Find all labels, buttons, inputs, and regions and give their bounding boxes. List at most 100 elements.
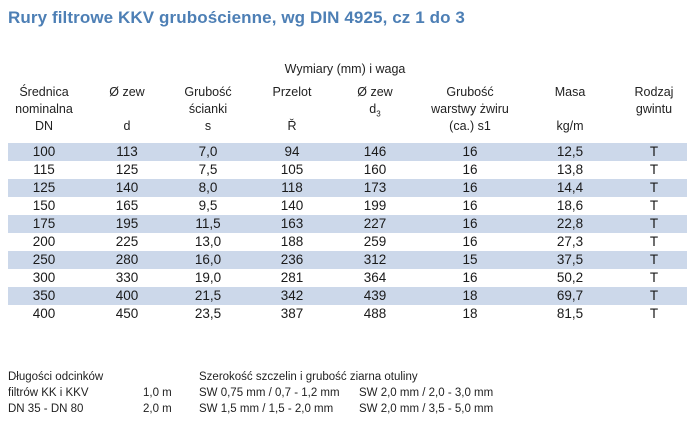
thread-cell: T xyxy=(649,144,659,159)
outer-diameter-d3-cell: 488 xyxy=(363,306,387,321)
outer-diameter-d3-cell: 227 xyxy=(363,216,387,231)
outer-diameter-cell: 330 xyxy=(115,270,139,285)
outer-diameter-cell: 280 xyxy=(115,252,139,267)
table-row: 300 330 19,0 281 364 16 50,2 T xyxy=(8,269,687,287)
slots-row1-a: SW 0,75 mm / 0,7 - 1,2 mm xyxy=(199,387,340,399)
header-line: (ca.) s1 xyxy=(449,119,491,133)
mass-cell: 27,3 xyxy=(556,234,584,249)
header-bore: Przelot Ř xyxy=(254,84,330,135)
thread-cell: T xyxy=(649,162,659,177)
table-row: 150 165 9,5 140 199 16 18,6 T xyxy=(8,197,687,215)
gravel-thickness-cell: 16 xyxy=(462,144,478,159)
thread-cell: T xyxy=(649,270,659,285)
mass-cell: 69,7 xyxy=(556,288,584,303)
header-line: nominalna xyxy=(15,102,73,116)
dn-cell: 400 xyxy=(32,306,56,321)
bore-cell: 140 xyxy=(280,198,304,213)
outer-diameter-cell: 113 xyxy=(116,144,138,159)
gravel-thickness-cell: 16 xyxy=(462,216,478,231)
header-line xyxy=(254,101,330,118)
header-line: Masa xyxy=(554,85,586,99)
header-line: Grubość xyxy=(446,85,494,99)
mass-cell: 50,2 xyxy=(556,270,584,285)
bore-cell: 387 xyxy=(280,306,304,321)
outer-diameter-d3-cell: 146 xyxy=(363,144,387,159)
thread-cell: T xyxy=(649,198,659,213)
page-title: Rury filtrowe KKV grubościenne, wg DIN 4… xyxy=(8,8,465,27)
thread-cell: T xyxy=(649,180,659,195)
wall-thickness-cell: 8,0 xyxy=(198,180,218,195)
header-line: kg/m xyxy=(556,119,584,133)
slots-row2-a: SW 1,5 mm / 1,5 - 2,0 mm xyxy=(199,403,334,415)
dn-cell: 350 xyxy=(32,288,56,303)
gravel-thickness-cell: 18 xyxy=(462,288,478,303)
header-gravel-thickness: Grubość warstwy żwiru (ca.) s1 xyxy=(420,84,520,135)
bore-cell: 105 xyxy=(280,162,304,177)
bore-cell: 163 xyxy=(280,216,304,231)
dn-cell: 150 xyxy=(32,198,56,213)
header-line: d xyxy=(123,119,131,133)
table-row: 125 140 8,0 118 173 16 14,4 T xyxy=(8,179,687,197)
gravel-thickness-cell: 16 xyxy=(462,234,478,249)
mass-cell: 12,5 xyxy=(556,144,584,159)
mass-cell: 37,5 xyxy=(556,252,584,267)
table-row: 175 195 11,5 163 227 16 22,8 T xyxy=(8,215,687,233)
outer-diameter-cell: 400 xyxy=(115,288,139,303)
mass-cell: 18,6 xyxy=(556,198,584,213)
header-dn: Średnica nominalna DN xyxy=(8,84,80,135)
header-line: ścianki xyxy=(188,102,228,116)
mass-cell: 14,4 xyxy=(556,180,584,195)
wall-thickness-cell: 9,5 xyxy=(198,198,218,213)
header-line: gwintu xyxy=(635,102,673,116)
thread-cell: T xyxy=(649,216,659,231)
gravel-thickness-cell: 16 xyxy=(462,198,478,213)
thread-cell: T xyxy=(649,288,659,303)
outer-diameter-cell: 195 xyxy=(115,216,139,231)
bore-cell: 94 xyxy=(284,144,300,159)
thread-cell: T xyxy=(649,306,659,321)
dn-cell: 175 xyxy=(32,216,56,231)
lengths-title-line2: filtrów KK i KKV xyxy=(8,387,89,399)
header-line: d3 xyxy=(340,101,410,123)
header-outer-diameter-d3: Ø zew d3 xyxy=(340,84,410,123)
wall-thickness-cell: 23,5 xyxy=(194,306,222,321)
header-symbol: d xyxy=(369,102,377,116)
outer-diameter-d3-cell: 160 xyxy=(363,162,387,177)
header-line: Ø zew xyxy=(109,85,145,99)
length-value-1: 1,0 m xyxy=(143,387,172,399)
mass-cell: 22,8 xyxy=(556,216,584,231)
header-wall-thickness: Grubość ścianki s xyxy=(168,84,248,135)
outer-diameter-cell: 450 xyxy=(115,306,139,321)
dn-cell: 115 xyxy=(33,162,55,177)
header-line xyxy=(540,101,600,118)
wall-thickness-cell: 16,0 xyxy=(194,252,222,267)
table-row: 115 125 7,5 105 160 16 13,8 T xyxy=(8,161,687,179)
dn-cell: 250 xyxy=(32,252,56,267)
wall-thickness-cell: 21,5 xyxy=(194,288,222,303)
table-row: 200 225 13,0 188 259 16 27,3 T xyxy=(8,233,687,251)
header-line: Średnica xyxy=(19,85,69,99)
wall-thickness-cell: 7,0 xyxy=(198,144,218,159)
outer-diameter-d3-cell: 259 xyxy=(363,234,387,249)
slots-row1-b: SW 2,0 mm / 2,0 - 3,0 mm xyxy=(359,387,494,399)
bore-cell: 236 xyxy=(280,252,304,267)
wall-thickness-cell: 13,0 xyxy=(194,234,222,249)
wall-thickness-cell: 7,5 xyxy=(198,162,218,177)
header-line: DN xyxy=(34,119,54,133)
dn-cell: 200 xyxy=(32,234,56,249)
mass-cell: 81,5 xyxy=(556,306,584,321)
gravel-thickness-cell: 16 xyxy=(462,162,478,177)
mass-cell: 13,8 xyxy=(556,162,584,177)
dimensions-group-caption: Wymiary (mm) i waga xyxy=(284,62,406,76)
header-line: Rodzaj xyxy=(634,85,674,99)
outer-diameter-d3-cell: 364 xyxy=(363,270,387,285)
wall-thickness-cell: 19,0 xyxy=(194,270,222,285)
bore-cell: 188 xyxy=(280,234,304,249)
header-thread: Rodzaj gwintu xyxy=(622,84,686,118)
outer-diameter-cell: 165 xyxy=(115,198,139,213)
outer-diameter-cell: 225 xyxy=(115,234,139,249)
header-line: Ø zew xyxy=(357,85,393,99)
outer-diameter-cell: 140 xyxy=(115,180,139,195)
slots-row2-b: SW 2,0 mm / 3,5 - 5,0 mm xyxy=(359,403,494,415)
length-value-2: 2,0 m xyxy=(143,403,172,415)
